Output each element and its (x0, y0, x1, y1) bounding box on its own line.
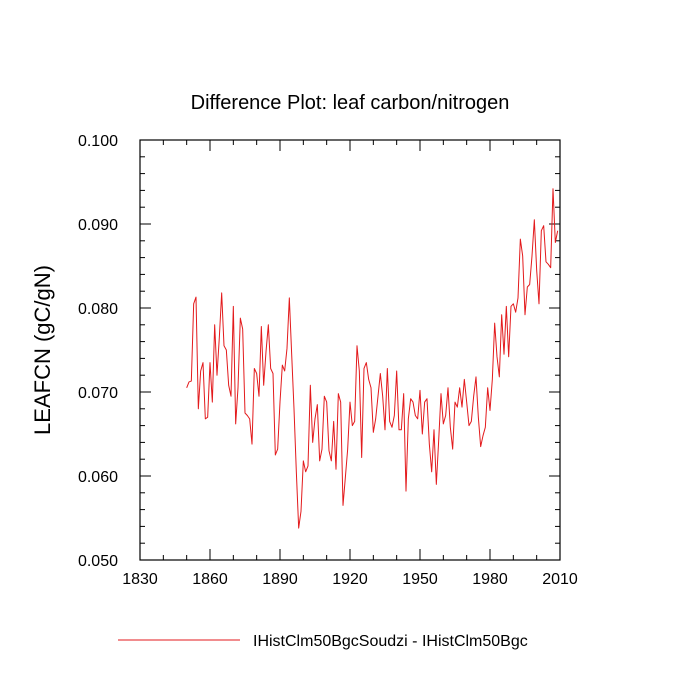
x-tick-label: 1830 (122, 571, 158, 588)
series-line (186, 188, 559, 529)
x-tick-label: 1920 (332, 571, 368, 588)
x-tick-label: 1950 (402, 571, 438, 588)
y-tick-label: 0.050 (78, 553, 118, 570)
legend-label: IHistClm50BgcSoudzi - IHistClm50Bgc (253, 633, 528, 650)
y-tick-label: 0.070 (78, 385, 118, 402)
series-layer (186, 188, 559, 529)
plot-frame (139, 139, 561, 561)
y-tick-label: 0.100 (78, 133, 118, 150)
x-tick-label: 1860 (192, 571, 228, 588)
legend: IHistClm50BgcSoudzi - IHistClm50Bgc (118, 633, 528, 650)
y-axis-label: LEAFCN (gC/gN) (30, 265, 55, 435)
y-tick-label: 0.090 (78, 217, 118, 234)
chart-title: Difference Plot: leaf carbon/nitrogen (191, 92, 510, 114)
y-tick-label: 0.060 (78, 469, 118, 486)
x-tick-label: 1890 (262, 571, 298, 588)
axis-tick-labels: 1830 1860 1890 1920 1950 1980 2010 0.050 0.060 0.… (78, 133, 578, 588)
x-tick-label: 1980 (472, 571, 508, 588)
x-tick-label: 2010 (542, 571, 578, 588)
y-tick-label: 0.080 (78, 301, 118, 318)
